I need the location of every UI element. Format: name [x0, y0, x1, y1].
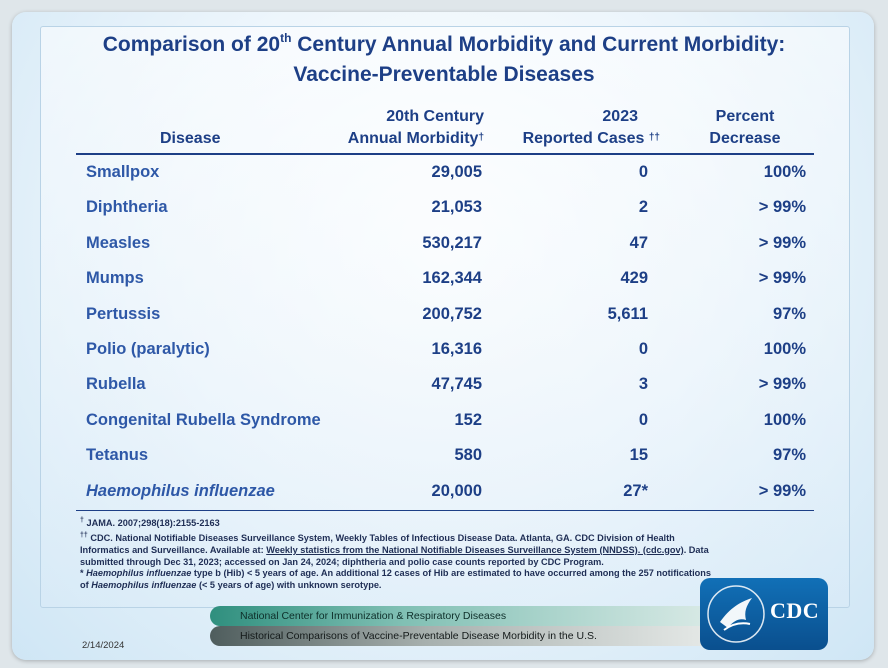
percent-decrease: > 99%: [758, 198, 806, 217]
table-row: Mumps 162,344 429 > 99%: [76, 263, 814, 298]
reported-cases: 47: [629, 233, 648, 252]
table-row: Pertussis 200,752 5,611 97%: [76, 299, 814, 334]
disease-name: Rubella: [86, 375, 146, 394]
percent-decrease: 97%: [772, 304, 806, 323]
disease-name: Mumps: [86, 269, 144, 288]
percent-decrease: > 99%: [758, 269, 806, 288]
table-row: Tetanus 580 15 97%: [76, 440, 814, 475]
annual-morbidity: 152: [454, 410, 482, 429]
footnote-2: †† CDC. National Notifiable Diseases Sur…: [80, 531, 709, 567]
percent-decrease: > 99%: [758, 233, 806, 252]
percent-decrease: 100%: [763, 339, 806, 358]
reported-cases: 5,611: [607, 304, 648, 323]
center-name: National Center for Immunization & Respi…: [240, 610, 507, 622]
annual-morbidity: 530,217: [422, 233, 482, 252]
footer-bar-title: Historical Comparisons of Vaccine-Preven…: [210, 626, 750, 646]
disease-name: Polio (paralytic): [86, 339, 210, 358]
annual-morbidity: 47,745: [431, 375, 482, 394]
footnote-3: * Haemophilus influenzae type b (Hib) < …: [80, 568, 711, 591]
disease-table: Smallpox 29,005 0 100% Diphtheria 21,053…: [76, 157, 814, 511]
percent-decrease: > 99%: [758, 375, 806, 394]
percent-decrease: 97%: [772, 446, 806, 465]
reported-cases: 2: [638, 198, 648, 217]
annual-morbidity: 20,000: [431, 481, 482, 500]
percent-decrease: 100%: [763, 410, 806, 429]
disease-name: Congenital Rubella Syndrome: [86, 410, 321, 429]
reported-cases: 27*: [623, 481, 648, 500]
header-annual-morbidity: 20th Century Annual Morbidity†: [347, 108, 484, 147]
annual-morbidity: 580: [454, 446, 482, 465]
table-row: Smallpox 29,005 0 100%: [76, 157, 814, 192]
footer-rule: [76, 510, 814, 511]
reported-cases: 429: [620, 269, 648, 288]
reported-cases: 0: [638, 339, 648, 358]
annual-morbidity: 200,752: [422, 304, 482, 323]
annual-morbidity: 16,316: [431, 339, 482, 358]
disease-name: Smallpox: [86, 163, 160, 181]
table-row: Diphtheria 21,053 2 > 99%: [76, 192, 814, 227]
annual-morbidity: 21,053: [431, 198, 482, 217]
slide-title: Comparison of 20th Century Annual Morbid…: [40, 30, 848, 90]
reported-cases: 0: [638, 163, 648, 181]
header-rule: [76, 153, 814, 155]
disease-name: Diphtheria: [86, 198, 168, 217]
slide-date: 2/14/2024: [82, 640, 125, 651]
content-panel: [40, 26, 850, 608]
nndss-link[interactable]: Weekly statistics from the National Noti…: [266, 544, 684, 555]
cdc-logo-text: CDC: [770, 598, 820, 623]
header-disease: Disease: [160, 130, 221, 147]
reported-cases: 3: [638, 375, 648, 394]
reported-cases: 15: [629, 446, 648, 465]
disease-name: Haemophilus influenzae: [86, 481, 275, 500]
table-row: Measles 530,217 47 > 99%: [76, 228, 814, 263]
table-row: Rubella 47,745 3 > 99%: [76, 369, 814, 404]
title-line-2: Vaccine-Preventable Diseases: [293, 63, 595, 86]
title-line-1: Comparison of 20th Century Annual Morbid…: [102, 31, 786, 56]
hhs-eagle-icon: [707, 585, 765, 643]
table-row: Haemophilus influenzae 20,000 27* > 99%: [76, 476, 814, 511]
reported-cases: 0: [638, 410, 648, 429]
table-row: Polio (paralytic) 16,316 0 100%: [76, 334, 814, 369]
percent-decrease: 100%: [763, 163, 806, 181]
header-reported-cases: 2023 Reported Cases ††: [522, 108, 660, 147]
annual-morbidity: 29,005: [431, 163, 482, 181]
cdc-logo: CDC: [700, 578, 828, 650]
disease-name: Measles: [86, 233, 151, 252]
header-percent-decrease: Percent Decrease: [709, 108, 781, 147]
disease-name: Pertussis: [86, 304, 161, 323]
percent-decrease: > 99%: [758, 481, 806, 500]
slide-subtitle: Historical Comparisons of Vaccine-Preven…: [240, 630, 597, 642]
footer-bar-center: National Center for Immunization & Respi…: [210, 606, 750, 626]
table-row: Congenital Rubella Syndrome 152 0 100%: [76, 405, 814, 440]
footnote-1: † JAMA. 2007;298(18):2155-2163: [80, 517, 220, 529]
footnotes: † JAMA. 2007;298(18):2155-2163 †† CDC. N…: [80, 515, 720, 592]
annual-morbidity: 162,344: [422, 269, 482, 288]
disease-name: Tetanus: [86, 446, 149, 465]
